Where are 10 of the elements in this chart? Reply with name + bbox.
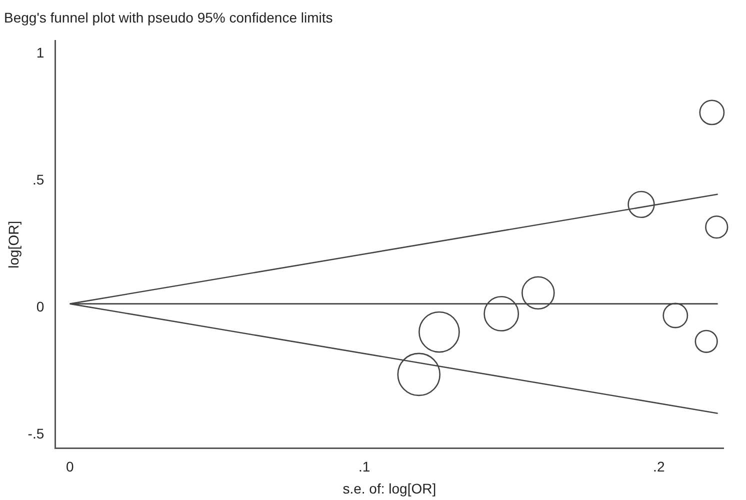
x-tick-label: .2	[653, 458, 665, 475]
y-tick-label: -.5	[28, 426, 44, 442]
chart-title: Begg's funnel plot with pseudo 95% confidence limits	[4, 9, 333, 26]
x-tick-label: .1	[358, 458, 370, 475]
x-axis-title: s.e. of: log[OR]	[342, 480, 436, 496]
y-axis-title: log[OR]	[5, 220, 22, 268]
y-tick-label: 1	[36, 44, 44, 60]
y-tick-label: .5	[32, 171, 44, 188]
x-tick-label: 0	[66, 458, 74, 475]
y-tick-label: 0	[36, 298, 44, 314]
